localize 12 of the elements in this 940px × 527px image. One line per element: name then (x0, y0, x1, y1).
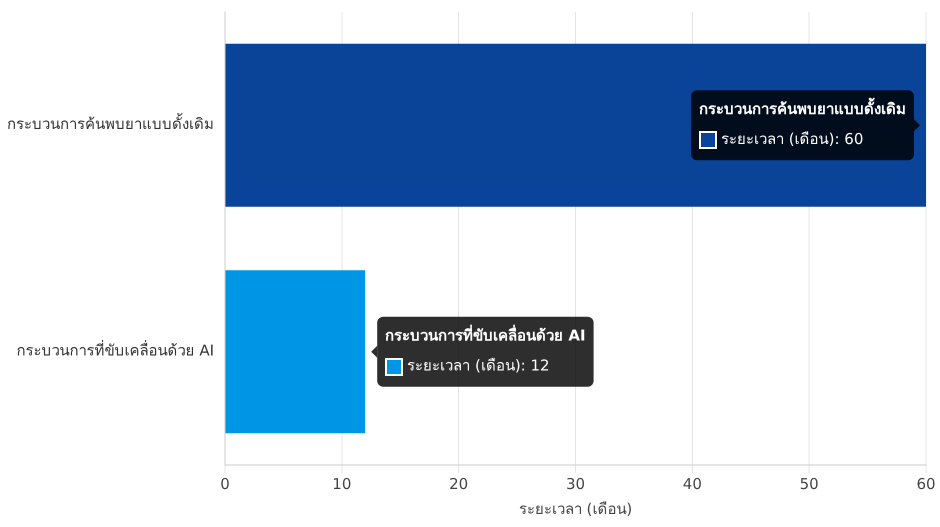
data-label: ระยะเวลา (เดือน): 60 (721, 130, 864, 148)
x-tick-label: 20 (449, 474, 468, 493)
x-axis-title: ระยะเวลา (เดือน) (518, 500, 632, 518)
category-label: กระบวนการที่ขับเคลื่อนด้วย AI (385, 326, 586, 345)
x-tick-label: 50 (800, 474, 819, 493)
x-tick-label: 30 (566, 474, 586, 493)
x-tick-label: 10 (332, 474, 352, 493)
category-label: กระบวนการค้นพบยาแบบดั้งเดิม (699, 100, 906, 118)
x-tick-label: 40 (682, 474, 702, 493)
data-label: ระยะเวลา (เดือน): 12 (407, 356, 550, 375)
x-tick-label: 60 (916, 474, 936, 493)
x-tick-label: 0 (220, 474, 230, 493)
